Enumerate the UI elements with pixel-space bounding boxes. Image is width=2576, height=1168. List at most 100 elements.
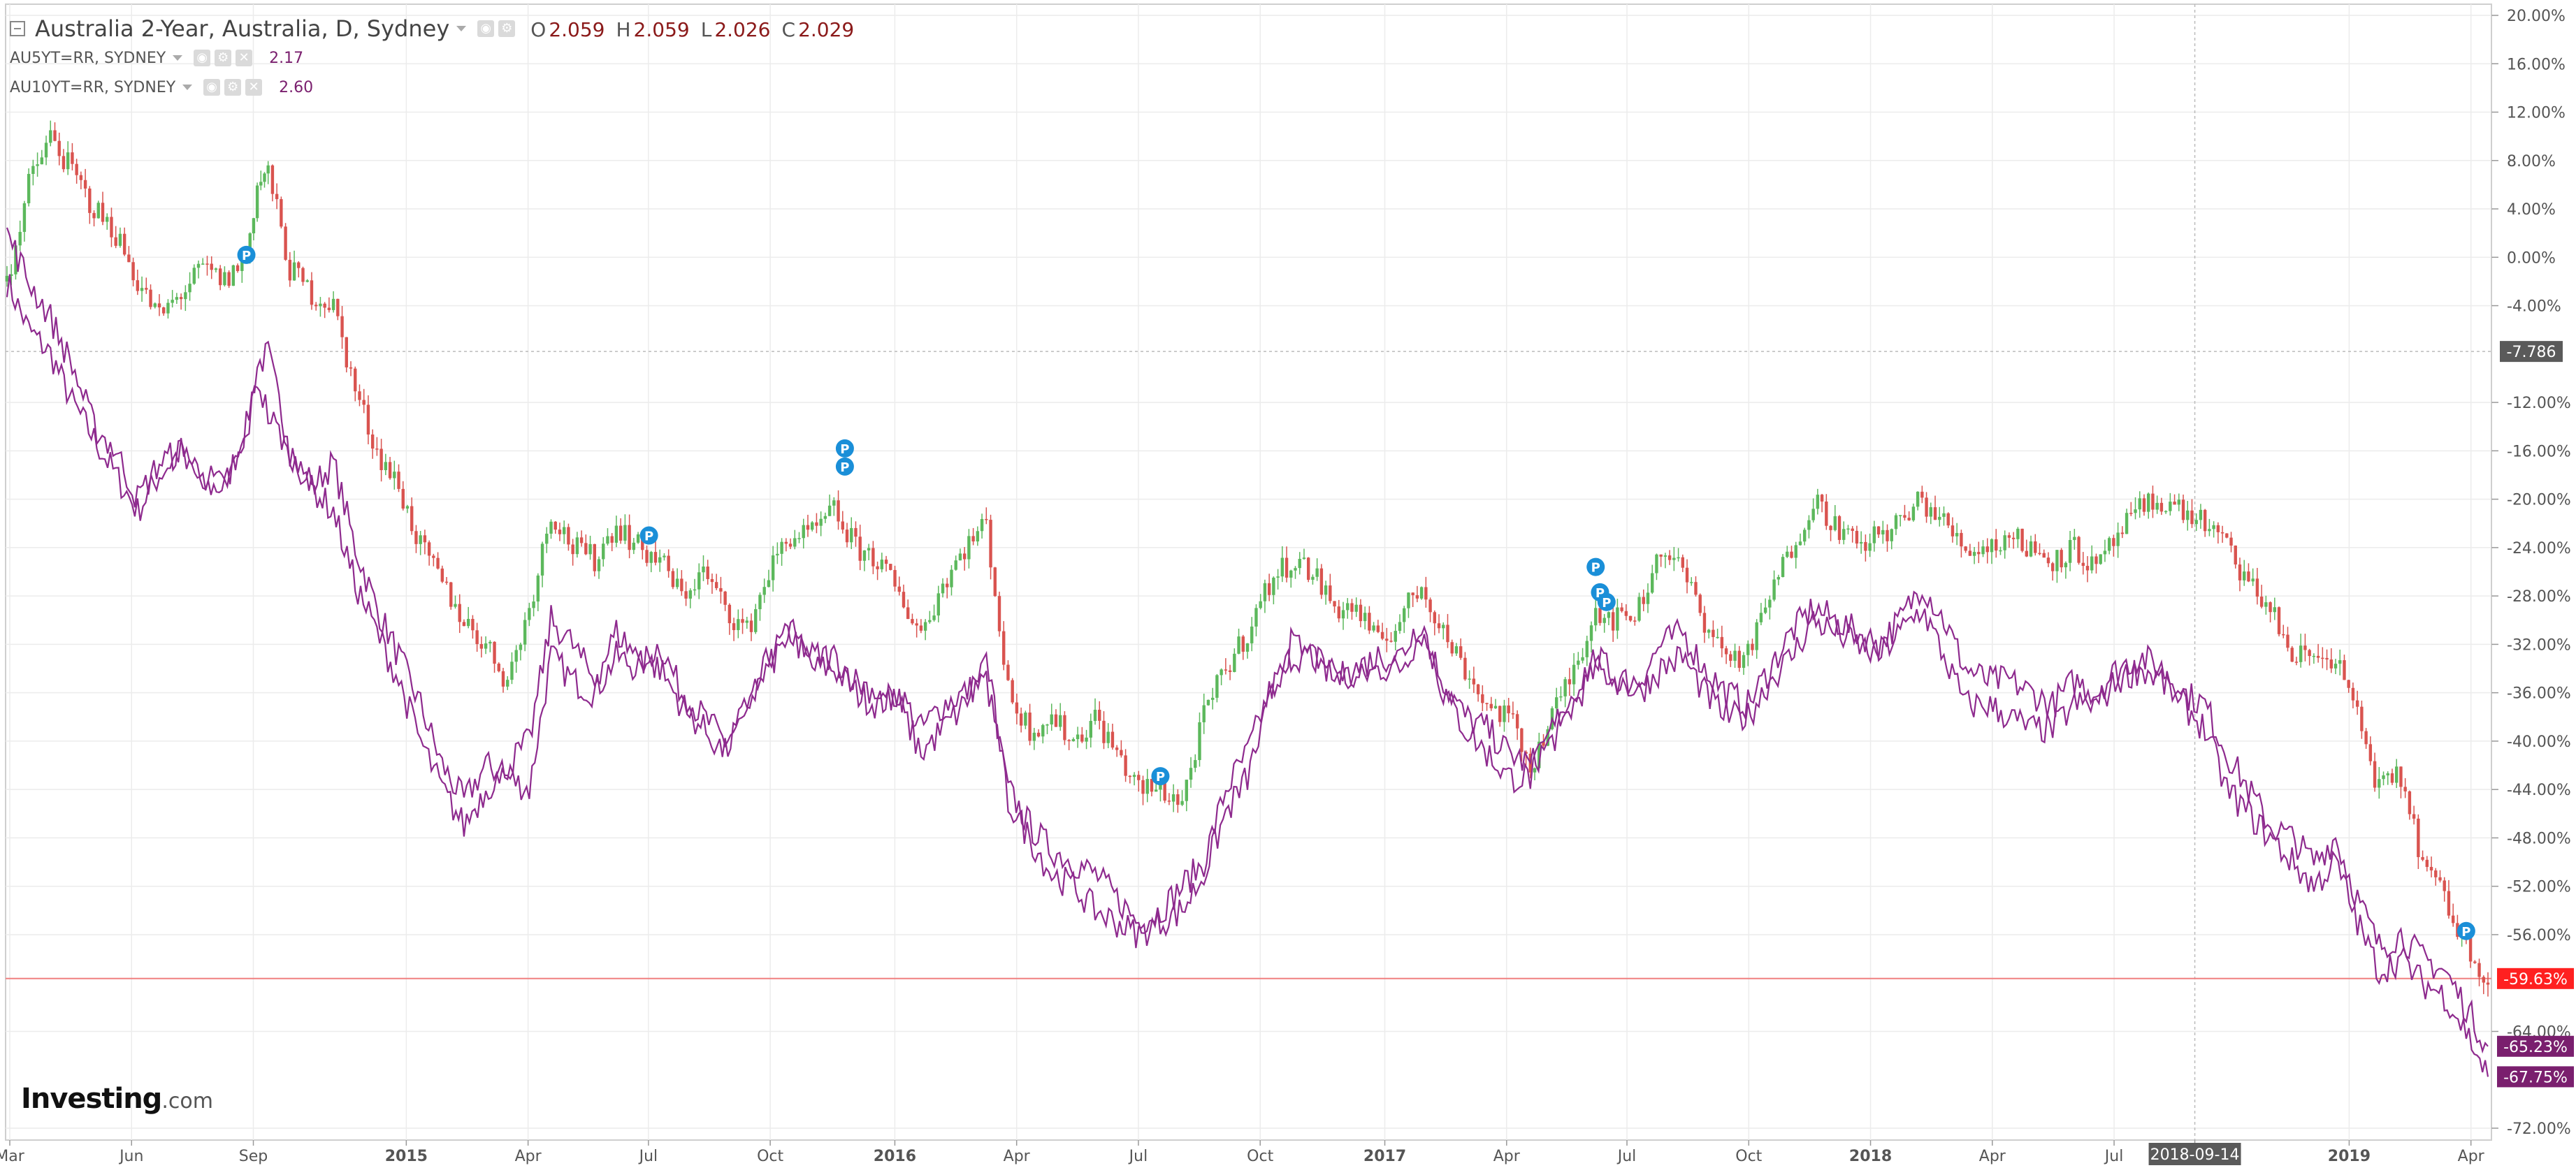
candle <box>575 532 579 558</box>
candle-body <box>462 622 466 627</box>
candle <box>854 521 858 547</box>
candle-body <box>1337 606 1340 619</box>
candle-body <box>1794 545 1797 558</box>
candle-body <box>1916 491 1920 507</box>
candle <box>2090 545 2094 574</box>
candle <box>2068 530 2072 571</box>
candle-body <box>2181 499 2185 520</box>
candle-body <box>2373 761 2377 788</box>
candle-body <box>1454 646 1459 654</box>
close-icon[interactable]: ✕ <box>236 50 253 66</box>
candle <box>1241 634 1245 660</box>
candle <box>827 494 832 516</box>
candle <box>2216 522 2220 544</box>
candle <box>1171 784 1175 812</box>
candle-body <box>388 462 392 479</box>
candle-body <box>684 591 688 599</box>
candle <box>1981 540 1985 557</box>
candle-body <box>166 302 170 314</box>
event-marker-label: P <box>1591 561 1600 576</box>
candle <box>1167 793 1171 805</box>
candle-body <box>2007 535 2011 538</box>
chevron-down-icon[interactable] <box>182 85 193 90</box>
candle <box>218 265 222 291</box>
candle-body <box>2425 859 2429 868</box>
candle-body <box>919 625 923 631</box>
candle-body <box>1468 678 1471 680</box>
candle-body <box>1659 554 1663 557</box>
candle <box>1911 503 1916 522</box>
candle-body <box>2025 550 2029 557</box>
candle-body <box>584 543 588 555</box>
candle-body <box>1811 509 1815 520</box>
chevron-down-icon[interactable] <box>173 55 183 61</box>
candle <box>458 594 461 634</box>
candle <box>1468 670 1471 689</box>
candle <box>1272 576 1275 605</box>
event-marker[interactable]: P <box>2456 921 2475 940</box>
candle <box>928 611 932 624</box>
candle-body <box>223 272 226 286</box>
candle-body <box>1106 731 1110 743</box>
candle <box>1145 768 1149 803</box>
gear-icon[interactable]: ⚙ <box>224 79 242 96</box>
candle <box>214 268 218 273</box>
x-tick-label: Jul <box>638 1148 658 1165</box>
candle-body <box>157 303 161 308</box>
candle <box>1250 617 1254 652</box>
candle-body <box>1350 603 1354 612</box>
candle <box>1742 652 1746 676</box>
candle <box>1842 521 1846 545</box>
event-marker[interactable]: P <box>237 245 256 264</box>
event-marker[interactable]: P <box>835 439 854 458</box>
candle <box>1751 638 1754 656</box>
candle-body <box>1067 740 1071 742</box>
candle <box>649 550 653 573</box>
eye-icon[interactable]: ◉ <box>203 79 221 96</box>
event-marker[interactable]: P <box>1586 557 1605 576</box>
gear-icon[interactable]: ⚙ <box>215 50 232 66</box>
candle <box>732 618 736 641</box>
candle-body <box>2107 538 2111 551</box>
au10yt-line <box>6 227 2489 1077</box>
candle-body <box>1633 620 1637 622</box>
candle <box>2355 690 2359 715</box>
candle <box>663 553 666 561</box>
collapse-icon[interactable] <box>10 21 25 36</box>
candle-body <box>1611 612 1615 631</box>
candle-body <box>514 650 518 662</box>
candle <box>354 366 357 402</box>
candle-body <box>1263 583 1267 601</box>
candle-body <box>1311 576 1315 580</box>
event-marker[interactable]: P <box>835 457 854 476</box>
candle <box>1698 593 1702 616</box>
gear-icon[interactable]: ⚙ <box>498 20 516 37</box>
eye-icon[interactable]: ◉ <box>194 50 211 66</box>
candle <box>427 540 431 566</box>
candle-body <box>606 536 609 544</box>
candle <box>1855 525 1859 549</box>
candle-body <box>911 619 914 624</box>
chevron-down-icon[interactable] <box>456 26 467 31</box>
event-marker[interactable]: P <box>1597 592 1616 611</box>
candle <box>579 530 584 547</box>
candle-body <box>266 165 270 174</box>
candle-body <box>345 337 348 367</box>
close-icon[interactable]: ✕ <box>245 79 263 96</box>
event-marker[interactable]: P <box>639 526 658 545</box>
candle-body <box>101 203 105 222</box>
candle-body <box>2234 545 2237 565</box>
candle-body <box>1233 653 1236 672</box>
candle <box>362 388 366 414</box>
candle-body <box>632 542 636 550</box>
candle <box>693 578 697 596</box>
candle-body <box>1864 541 1867 551</box>
candle <box>388 457 392 480</box>
candle-body <box>218 268 222 286</box>
candle-body <box>1315 568 1319 577</box>
eye-icon[interactable]: ◉ <box>477 20 495 37</box>
event-marker[interactable]: P <box>1151 767 1170 786</box>
candle-body <box>1990 539 1994 553</box>
candle-body <box>936 593 941 616</box>
